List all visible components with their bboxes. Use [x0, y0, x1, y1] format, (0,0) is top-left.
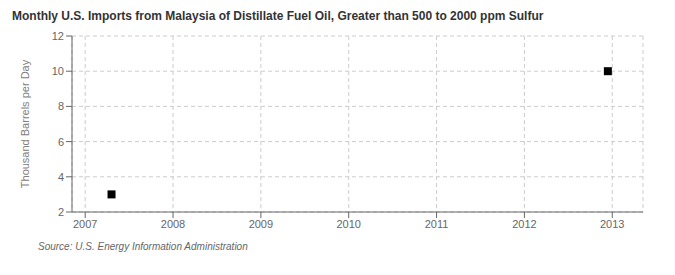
- svg-text:4: 4: [58, 171, 64, 183]
- svg-text:2009: 2009: [249, 218, 273, 230]
- svg-text:Thousand Barrels per Day: Thousand Barrels per Day: [19, 59, 31, 188]
- svg-text:6: 6: [58, 136, 64, 148]
- svg-text:2: 2: [58, 206, 64, 218]
- svg-text:2013: 2013: [600, 218, 624, 230]
- svg-text:2010: 2010: [336, 218, 360, 230]
- svg-text:8: 8: [58, 100, 64, 112]
- svg-text:2007: 2007: [73, 218, 97, 230]
- html-text:Monthly U.S. Imports from Mala: Monthly U.S. Imports from Malaysia of Di…: [12, 9, 544, 23]
- html-text:Source: U.S. Energy Informatio: Source: U.S. Energy Information Administ…: [38, 241, 248, 252]
- svg-text:2012: 2012: [512, 218, 536, 230]
- svg-text:10: 10: [52, 65, 64, 77]
- svg-text:2008: 2008: [161, 218, 185, 230]
- svg-text:12: 12: [52, 30, 64, 42]
- svg-text:2011: 2011: [425, 218, 449, 230]
